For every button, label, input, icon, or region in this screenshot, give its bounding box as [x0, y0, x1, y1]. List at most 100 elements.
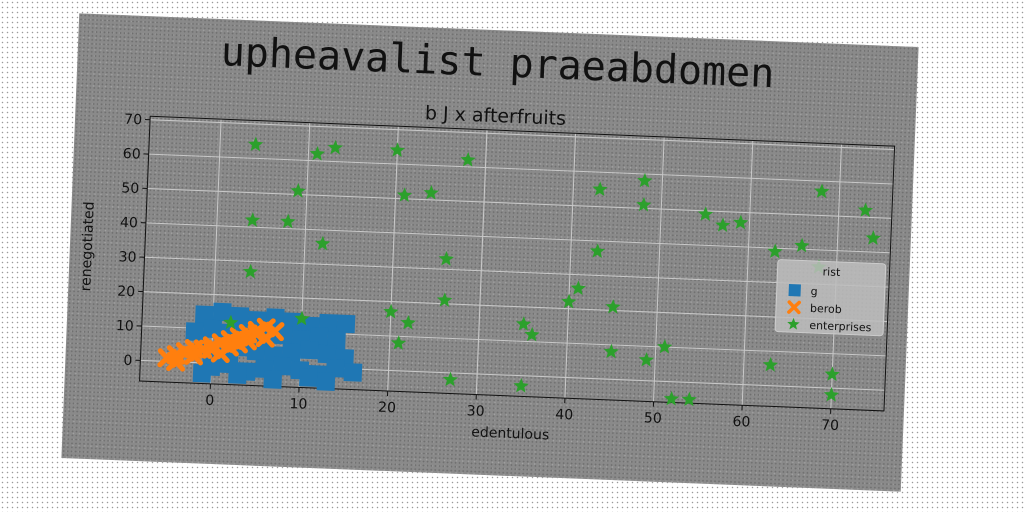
legend-items: g berob enterprises [787, 284, 872, 334]
point-enterprises [814, 183, 830, 199]
point-berob [247, 324, 267, 344]
point-enterprises [438, 251, 454, 266]
x-gridline [475, 129, 488, 395]
point-berob [166, 352, 186, 372]
legend-box [774, 259, 887, 337]
point-enterprises [857, 202, 874, 218]
point-enterprises [423, 184, 439, 200]
legend-item-berob: berob [787, 300, 842, 316]
point-enterprises [383, 303, 399, 319]
legend-label: g [810, 285, 818, 298]
grid [140, 119, 895, 409]
x-tick-label: 10 [289, 396, 307, 413]
point-enterprises [290, 183, 306, 198]
point-enterprises [561, 293, 577, 309]
point-enterprises [460, 152, 476, 167]
legend-label: berob [810, 302, 842, 316]
series-g [185, 302, 363, 391]
point-enterprises [865, 230, 881, 245]
series-berob [157, 317, 285, 372]
point-enterprises [603, 343, 619, 359]
y-tick-label: 40 [120, 215, 138, 232]
point-enterprises [657, 338, 673, 354]
y-tick-label: 60 [123, 146, 141, 163]
legend-marker [787, 300, 801, 315]
point-enterprises [762, 357, 779, 372]
point-g [185, 322, 205, 341]
point-enterprises [636, 196, 652, 212]
point-enterprises [733, 214, 749, 230]
x-tick-label: 70 [821, 417, 839, 434]
point-enterprises [592, 181, 608, 197]
point-enterprises [589, 243, 606, 258]
chart-subtitle: b J x afterfruits [425, 102, 567, 130]
point-enterprises [245, 212, 261, 227]
x-tick-label: 0 [205, 393, 215, 409]
y-gridline [144, 256, 889, 288]
x-gridline [653, 136, 665, 402]
y-tick-label: 30 [118, 249, 136, 266]
point-g [195, 305, 214, 325]
point-enterprises [767, 243, 783, 259]
x-axis-label: edentulous [471, 424, 550, 443]
point-enterprises [389, 142, 406, 157]
point-g [343, 363, 363, 382]
data-points [157, 136, 881, 407]
y-gridline [145, 222, 891, 254]
point-enterprises [516, 316, 532, 331]
point-enterprises [605, 299, 621, 314]
point-enterprises [824, 366, 840, 382]
point-g [263, 370, 283, 389]
point-enterprises [437, 292, 453, 307]
point-enterprises [390, 335, 407, 350]
point-enterprises [715, 217, 731, 233]
scatter-chart: upheavalist praeabdomen b J x afterfruit… [78, 29, 896, 444]
y-axis-ticks: 0 10 20 30 40 50 60 70 [116, 112, 151, 369]
point-g [298, 368, 318, 387]
chart-title: upheavalist praeabdomen [220, 29, 775, 97]
y-axis-label: renegotiated [78, 201, 98, 292]
series-enterprises [223, 136, 881, 407]
point-enterprises [570, 280, 586, 296]
y-gridline [148, 153, 894, 185]
y-gridline [150, 119, 895, 151]
point-berob [184, 345, 204, 366]
legend-marker [787, 317, 800, 330]
point-enterprises [396, 187, 413, 203]
y-tick-label: 70 [124, 112, 142, 129]
x-gridline [387, 126, 399, 392]
y-gridline [147, 187, 892, 219]
y-tick-label: 0 [123, 353, 133, 369]
point-enterprises [638, 352, 655, 367]
x-gridline [741, 140, 754, 406]
x-tick-label: 20 [378, 400, 396, 417]
point-enterprises [637, 172, 653, 188]
x-gridline [209, 119, 222, 384]
y-tick-label: 50 [121, 180, 139, 197]
legend-marker [788, 284, 801, 297]
x-tick-label: 30 [466, 403, 484, 420]
x-tick-label: 40 [555, 407, 573, 424]
point-berob [264, 321, 285, 342]
point-g [300, 340, 319, 360]
point-g [192, 363, 212, 383]
point-enterprises [294, 310, 310, 326]
point-enterprises [442, 371, 458, 387]
point-g [336, 314, 356, 334]
x-axis-ticks: 0 10 20 30 40 50 60 70 [205, 383, 839, 434]
point-enterprises [663, 391, 680, 406]
point-enterprises [327, 139, 344, 155]
point-enterprises [223, 314, 239, 330]
point-enterprises [315, 235, 331, 251]
legend-title: rist [822, 265, 841, 279]
y-tick-label: 20 [117, 284, 135, 301]
point-enterprises [697, 206, 714, 222]
point-berob [210, 343, 231, 364]
chart-card: upheavalist praeabdomen b J x afterfruit… [61, 13, 919, 492]
point-g [228, 365, 247, 384]
x-tick-label: 50 [644, 410, 662, 427]
legend: rist g berob enterprises [774, 259, 887, 337]
point-enterprises [309, 145, 326, 161]
point-g [317, 344, 337, 364]
point-enterprises [400, 314, 416, 330]
